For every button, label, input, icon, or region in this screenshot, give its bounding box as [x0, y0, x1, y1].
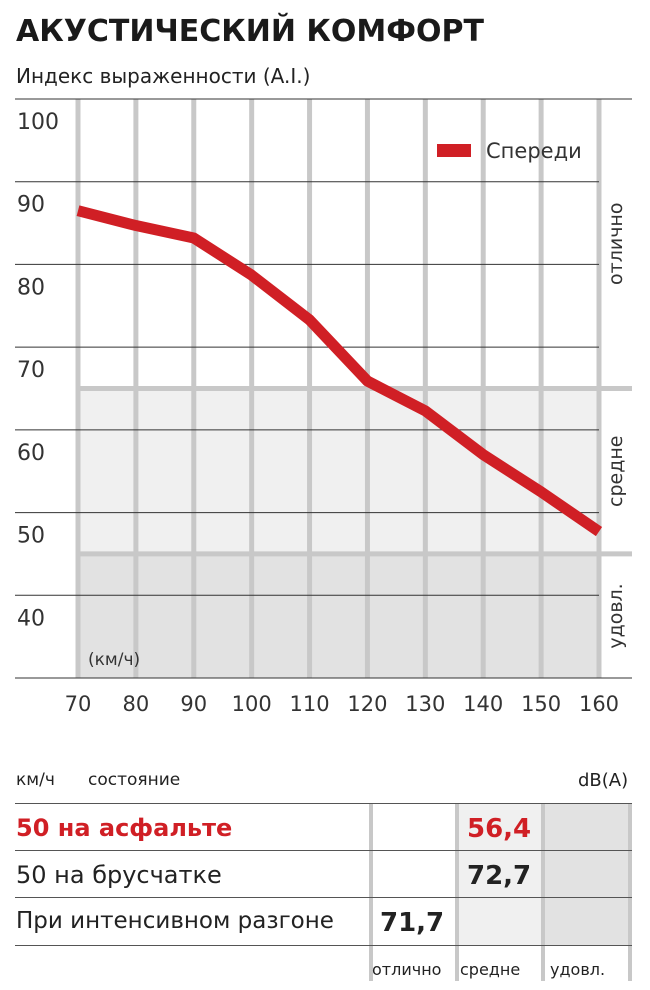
col-bg-medium — [457, 803, 543, 945]
x-tick-label: 120 — [347, 692, 387, 716]
x-tick-label: 90 — [180, 692, 207, 716]
x-axis-unit: (км/ч) — [88, 650, 140, 670]
column-label: средне — [460, 960, 521, 979]
line-chart: 100 90 80 70 60 50 40 70 80 90 100 110 120 130 140 150 1… — [15, 98, 632, 716]
band-label: удовл. — [605, 583, 627, 648]
row-label: При интенсивном разгоне — [16, 908, 334, 934]
row-line — [15, 803, 632, 804]
y-tick-label: 50 — [17, 524, 45, 549]
y-tick-label: 60 — [17, 441, 45, 466]
header-unit: dB(A) — [578, 770, 629, 791]
page-title: АКУСТИЧЕСКИЙ КОМФОРТ — [16, 14, 484, 49]
band-отлично — [78, 99, 599, 389]
row-label: 50 на асфальте — [16, 814, 233, 842]
y-tick-label: 40 — [17, 606, 45, 631]
row-value: 72,7 — [467, 861, 532, 891]
x-tick-label: 100 — [232, 692, 272, 716]
header-speed: км/ч — [16, 770, 55, 790]
x-tick-label: 140 — [463, 692, 503, 716]
band-label: отлично — [605, 203, 627, 285]
y-tick-label: 80 — [17, 275, 45, 300]
col-divider — [369, 803, 373, 981]
row-label: 50 на брусчатке — [16, 861, 222, 889]
y-tick-label: 70 — [17, 358, 45, 383]
y-axis-title: Индекс выраженности (A.I.) — [16, 64, 311, 88]
column-label: удовл. — [550, 960, 606, 979]
row-line — [15, 897, 632, 898]
y-tick-label: 90 — [17, 193, 45, 218]
x-tick-label: 130 — [405, 692, 445, 716]
x-tick-label: 80 — [123, 692, 150, 716]
x-tick-label: 160 — [579, 692, 619, 716]
row-line — [15, 945, 632, 946]
series-line — [76, 205, 603, 537]
y-tick-label: 100 — [17, 110, 59, 135]
band-удовл. — [78, 553, 599, 678]
col-divider — [628, 803, 632, 981]
x-tick-label: 150 — [521, 692, 561, 716]
col-divider — [455, 803, 459, 981]
x-tick-label: 70 — [65, 692, 92, 716]
row-line — [15, 850, 632, 851]
legend-label: Спереди — [486, 139, 582, 163]
col-divider — [541, 803, 545, 981]
col-bg-satisfactory — [545, 803, 630, 945]
row-value: 71,7 — [380, 908, 445, 938]
row-value: 56,4 — [467, 814, 532, 844]
header-condition: состояние — [88, 770, 181, 790]
band-label: средне — [605, 435, 627, 506]
band-средне — [78, 388, 599, 554]
x-tick-label: 110 — [290, 692, 330, 716]
noise-table: км/ч состояние dB(A) 50 на асфальте 56,4… — [0, 760, 650, 990]
legend-swatch — [437, 144, 471, 157]
column-label: отлично — [372, 960, 442, 979]
